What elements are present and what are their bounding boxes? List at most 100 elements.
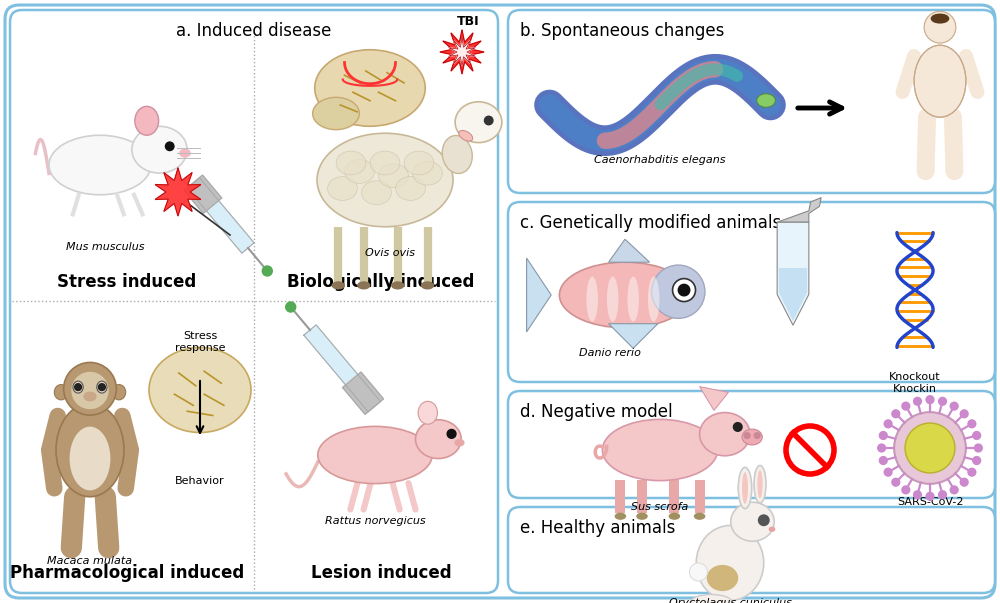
Ellipse shape [586,277,598,321]
Circle shape [98,384,105,391]
Ellipse shape [328,177,357,200]
Ellipse shape [112,385,126,400]
Ellipse shape [370,151,400,175]
Ellipse shape [442,136,472,174]
Ellipse shape [459,130,473,141]
Ellipse shape [455,440,464,446]
Ellipse shape [415,420,461,458]
Text: Ovis ovis: Ovis ovis [365,248,415,258]
Text: Danio rerio: Danio rerio [579,348,641,358]
Circle shape [905,423,955,473]
Ellipse shape [879,456,887,464]
Ellipse shape [757,470,763,499]
Ellipse shape [892,410,900,418]
Ellipse shape [695,513,705,519]
Ellipse shape [49,135,151,195]
Ellipse shape [396,177,425,200]
Ellipse shape [879,432,887,440]
Ellipse shape [914,45,966,117]
Text: Behavior: Behavior [175,476,225,486]
Text: a. Induced disease: a. Induced disease [176,22,332,40]
Ellipse shape [691,595,732,603]
Ellipse shape [54,385,68,400]
Polygon shape [343,372,383,414]
Text: Knockout
Knockin: Knockout Knockin [889,372,941,394]
Circle shape [447,429,456,438]
Ellipse shape [180,150,190,157]
Polygon shape [449,38,475,66]
FancyBboxPatch shape [508,507,995,593]
Ellipse shape [960,478,968,486]
Ellipse shape [559,262,691,328]
Ellipse shape [973,456,981,464]
Text: Rattus norvegicus: Rattus norvegicus [325,516,425,526]
Ellipse shape [950,486,958,494]
Ellipse shape [64,362,116,415]
Ellipse shape [902,486,910,494]
FancyBboxPatch shape [508,391,995,498]
Text: Macaca mulata: Macaca mulata [47,556,133,566]
Circle shape [754,433,760,438]
FancyBboxPatch shape [508,202,995,382]
Ellipse shape [362,181,391,204]
Ellipse shape [317,133,453,227]
Polygon shape [304,325,380,412]
Text: TBI: TBI [457,15,479,28]
Polygon shape [777,223,809,325]
Text: Oryctolagus cuniculus: Oryctolagus cuniculus [669,598,791,603]
Ellipse shape [669,513,679,519]
Ellipse shape [648,277,659,321]
Polygon shape [609,239,650,262]
Ellipse shape [939,491,946,499]
Ellipse shape [926,493,934,500]
Ellipse shape [914,397,921,405]
Ellipse shape [968,420,976,428]
Polygon shape [777,198,821,223]
Circle shape [894,412,966,484]
Ellipse shape [70,427,110,490]
Text: e. Healthy animals: e. Healthy animals [520,519,675,537]
Ellipse shape [135,106,159,135]
Ellipse shape [926,396,934,403]
Circle shape [924,11,956,43]
Ellipse shape [84,392,96,401]
Text: Caenorhabditis elegans: Caenorhabditis elegans [594,155,726,165]
Ellipse shape [960,410,968,418]
Ellipse shape [336,151,366,175]
Ellipse shape [358,282,370,289]
Circle shape [690,563,708,581]
Ellipse shape [757,93,775,107]
Ellipse shape [742,429,762,445]
Circle shape [75,384,82,391]
Ellipse shape [332,282,344,289]
Ellipse shape [973,432,981,440]
Ellipse shape [742,472,748,504]
FancyBboxPatch shape [508,10,995,193]
Ellipse shape [313,97,359,130]
Polygon shape [155,168,201,216]
Ellipse shape [404,151,434,175]
Text: Lesion induced: Lesion induced [311,564,451,582]
Circle shape [744,433,750,438]
Ellipse shape [637,513,647,519]
Ellipse shape [914,491,921,499]
Polygon shape [700,387,728,411]
Ellipse shape [392,282,404,289]
Ellipse shape [315,50,425,126]
Circle shape [286,302,296,312]
Text: Biologically induced: Biologically induced [287,273,475,291]
Ellipse shape [696,525,764,601]
Ellipse shape [754,466,766,503]
FancyBboxPatch shape [5,5,995,598]
Ellipse shape [422,282,433,289]
Ellipse shape [769,528,775,531]
Polygon shape [440,30,484,74]
Ellipse shape [974,444,982,452]
Ellipse shape [892,478,900,486]
Ellipse shape [97,381,107,393]
Text: Mus musculus: Mus musculus [66,242,144,252]
Ellipse shape [56,403,124,497]
Ellipse shape [731,502,774,541]
Ellipse shape [149,347,251,432]
Ellipse shape [132,126,187,173]
